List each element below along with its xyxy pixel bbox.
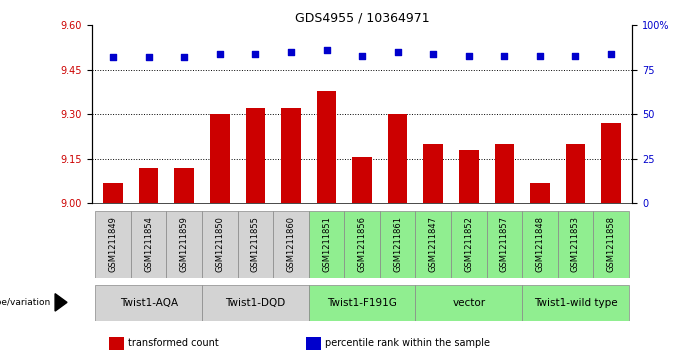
Text: GSM1211847: GSM1211847 bbox=[428, 216, 438, 272]
Bar bbox=[109, 337, 124, 350]
Bar bbox=[530, 183, 549, 203]
Text: genotype/variation: genotype/variation bbox=[0, 298, 50, 307]
Bar bbox=[566, 144, 585, 203]
Bar bbox=[415, 211, 451, 278]
Text: GSM1211861: GSM1211861 bbox=[393, 216, 402, 272]
Text: GSM1211850: GSM1211850 bbox=[216, 216, 224, 272]
Bar bbox=[139, 168, 158, 203]
Text: Twist1-F191G: Twist1-F191G bbox=[327, 298, 397, 308]
Point bbox=[250, 51, 261, 57]
Bar bbox=[601, 123, 621, 203]
Text: GSM1211855: GSM1211855 bbox=[251, 216, 260, 272]
Bar bbox=[522, 285, 629, 321]
Bar bbox=[494, 144, 514, 203]
Bar bbox=[306, 337, 321, 350]
Text: GSM1211849: GSM1211849 bbox=[109, 216, 118, 272]
Bar bbox=[459, 150, 479, 203]
Bar bbox=[424, 144, 443, 203]
Bar bbox=[95, 285, 202, 321]
Text: GSM1211856: GSM1211856 bbox=[358, 216, 367, 272]
Text: GSM1211848: GSM1211848 bbox=[535, 216, 545, 272]
Point bbox=[321, 48, 332, 53]
Bar bbox=[131, 211, 167, 278]
Point bbox=[392, 49, 403, 55]
Bar bbox=[237, 211, 273, 278]
Text: GSM1211852: GSM1211852 bbox=[464, 216, 473, 272]
Polygon shape bbox=[55, 294, 67, 311]
Point bbox=[570, 53, 581, 58]
Text: GSM1211860: GSM1211860 bbox=[286, 216, 296, 272]
Bar bbox=[558, 211, 593, 278]
Bar bbox=[175, 168, 194, 203]
Point bbox=[179, 54, 190, 60]
Text: Twist1-DQD: Twist1-DQD bbox=[225, 298, 286, 308]
Text: GSM1211858: GSM1211858 bbox=[607, 216, 615, 272]
Text: GSM1211853: GSM1211853 bbox=[571, 216, 580, 272]
Bar bbox=[451, 211, 487, 278]
Bar bbox=[95, 211, 131, 278]
Bar bbox=[317, 91, 337, 203]
Point bbox=[214, 51, 225, 57]
Bar bbox=[522, 211, 558, 278]
Text: GSM1211857: GSM1211857 bbox=[500, 216, 509, 272]
Point bbox=[534, 53, 545, 58]
Text: Twist1-wild type: Twist1-wild type bbox=[534, 298, 617, 308]
Point bbox=[107, 54, 118, 60]
Text: percentile rank within the sample: percentile rank within the sample bbox=[325, 338, 490, 348]
Bar bbox=[282, 109, 301, 203]
Bar bbox=[245, 109, 265, 203]
Point bbox=[499, 53, 510, 58]
Point bbox=[286, 49, 296, 55]
Text: vector: vector bbox=[452, 298, 486, 308]
Bar bbox=[202, 211, 237, 278]
Point bbox=[143, 54, 154, 60]
Text: GSM1211854: GSM1211854 bbox=[144, 216, 153, 272]
Point bbox=[428, 51, 439, 57]
Bar bbox=[202, 285, 309, 321]
Bar bbox=[352, 157, 372, 203]
Bar bbox=[344, 211, 380, 278]
Point bbox=[356, 53, 367, 58]
Title: GDS4955 / 10364971: GDS4955 / 10364971 bbox=[295, 11, 429, 24]
Text: transformed count: transformed count bbox=[128, 338, 218, 348]
Point bbox=[463, 53, 474, 58]
Bar bbox=[273, 211, 309, 278]
Bar bbox=[487, 211, 522, 278]
Bar bbox=[103, 183, 123, 203]
Bar bbox=[415, 285, 522, 321]
Point bbox=[606, 51, 617, 57]
Bar bbox=[388, 114, 407, 203]
Bar bbox=[593, 211, 629, 278]
Text: Twist1-AQA: Twist1-AQA bbox=[120, 298, 177, 308]
Bar bbox=[309, 285, 415, 321]
Text: GSM1211859: GSM1211859 bbox=[180, 216, 189, 272]
Bar bbox=[167, 211, 202, 278]
Bar bbox=[309, 211, 344, 278]
Text: GSM1211851: GSM1211851 bbox=[322, 216, 331, 272]
Bar bbox=[210, 114, 230, 203]
Bar bbox=[380, 211, 415, 278]
